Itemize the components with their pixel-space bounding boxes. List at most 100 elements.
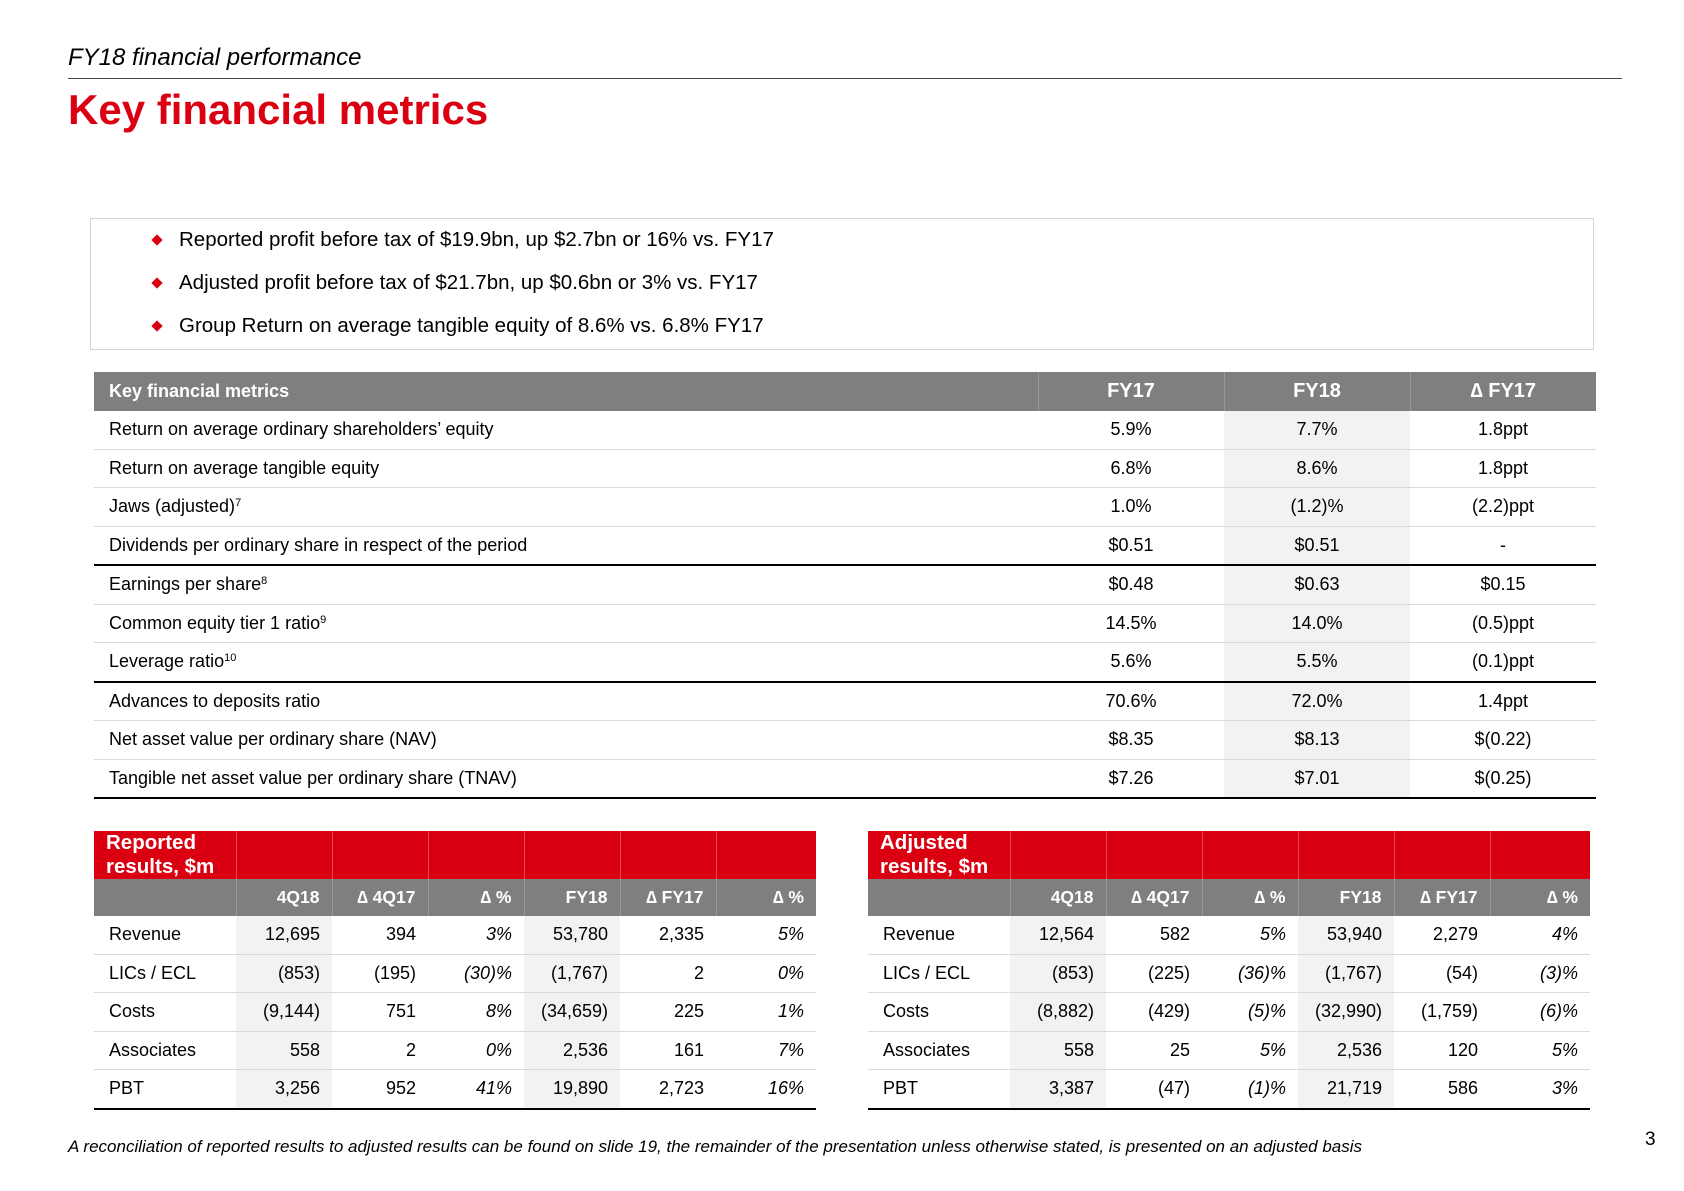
results-value: (225) [1106, 954, 1202, 993]
highlight-item: Adjusted profit before tax of $21.7bn, u… [151, 272, 1593, 315]
footnote-ref: 9 [320, 613, 327, 626]
results-column-header: ∆ % [1202, 879, 1299, 916]
highlight-item: Reported profit before tax of $19.9bn, u… [151, 229, 1593, 272]
metrics-row: Return on average tangible equity 6.8% 8.6… [94, 449, 1596, 488]
results-value: 3,256 [236, 1069, 332, 1110]
results-column-header: FY18 [524, 879, 621, 916]
results-value: 225 [620, 992, 716, 1032]
metric-label: Earnings per share [109, 574, 262, 595]
title-spacer-cell [332, 831, 429, 879]
metric-fy18-value: 72.0% [1224, 681, 1410, 721]
metrics-row: Earnings per share8 $0.48 $0.63 $0.15 [94, 565, 1596, 605]
metric-label-cell: Leverage ratio10 [94, 642, 1038, 683]
metric-delta-value: 1.8ppt [1410, 411, 1596, 450]
results-value: (54) [1394, 954, 1490, 993]
title-spacer-cell [1394, 831, 1491, 879]
metrics-header-fy17: FY17 [1038, 372, 1225, 411]
metrics-row: Jaws (adjusted)7 1.0% (1.2)% (2.2)ppt [94, 487, 1596, 527]
metric-label: Jaws (adjusted) [109, 496, 236, 517]
results-row-label: Associates [868, 1031, 1010, 1070]
diamond-bullet-icon [151, 277, 163, 289]
results-value: 0% [428, 1031, 524, 1070]
page-number: 3 [1645, 1129, 1656, 1150]
results-value: (9,144) [236, 992, 332, 1032]
metric-delta-value: $(0.22) [1410, 720, 1596, 760]
metric-delta-value: $(0.25) [1410, 759, 1596, 799]
results-row-label: Revenue [868, 916, 1010, 955]
title-spacer-cell [620, 831, 717, 879]
metric-fy18-value: $8.13 [1224, 720, 1410, 760]
metric-label: Common equity tier 1 ratio [109, 612, 321, 633]
footnote-ref: 8 [261, 575, 268, 588]
metric-label: Net asset value per ordinary share (NAV) [109, 729, 437, 750]
results-value: 5% [1202, 1031, 1298, 1070]
metrics-header-row: Key financial metrics FY17 FY18 ∆ FY17 [94, 372, 1596, 411]
title-spacer-cell [1202, 831, 1299, 879]
metric-fy18-value: 8.6% [1224, 449, 1410, 488]
metric-fy17-value: $7.26 [1038, 759, 1224, 799]
results-value: 3,387 [1010, 1069, 1106, 1110]
results-row: Revenue 12,564 582 5% 53,940 2,279 4% [868, 916, 1590, 955]
results-value: 53,940 [1298, 916, 1394, 955]
metric-label-cell: Dividends per ordinary share in respect … [94, 526, 1038, 566]
metric-delta-value: (0.1)ppt [1410, 642, 1596, 683]
results-column-header: ∆ FY17 [1394, 879, 1491, 916]
results-value: 586 [1394, 1069, 1490, 1110]
results-value: (1)% [1202, 1069, 1298, 1110]
highlight-text: Adjusted profit before tax of $21.7bn, u… [179, 271, 758, 294]
results-value: (853) [236, 954, 332, 993]
results-value: (34,659) [524, 992, 620, 1032]
results-value: 19,890 [524, 1069, 620, 1110]
diamond-bullet-icon [151, 320, 163, 332]
results-header-blank [94, 879, 237, 916]
results-row: Associates 558 25 5% 2,536 120 5% [868, 1031, 1590, 1070]
results-title: Reported results, $m [94, 831, 237, 879]
metric-fy18-value: 7.7% [1224, 411, 1410, 450]
metric-delta-value: - [1410, 526, 1596, 566]
metric-label: Dividends per ordinary share in respect … [109, 534, 528, 555]
adjusted-results-table: Adjusted results, $m 4Q18 ∆ 4Q17 ∆ % FY18 ∆ F… [868, 831, 1590, 1110]
title-spacer-cell [1106, 831, 1203, 879]
metric-fy18-value: (1.2)% [1224, 487, 1410, 527]
results-header-row: 4Q18 ∆ 4Q17 ∆ % FY18 ∆ FY17 ∆ % [868, 879, 1590, 916]
results-value: 16% [716, 1069, 816, 1110]
metrics-row: Leverage ratio10 5.6% 5.5% (0.1)ppt [94, 642, 1596, 683]
metric-label: Return on average tangible equity [109, 457, 380, 478]
metric-label: Return on average ordinary shareholders’… [109, 419, 494, 440]
metric-label-cell: Jaws (adjusted)7 [94, 487, 1038, 527]
results-column-header: FY18 [1298, 879, 1395, 916]
results-value: 8% [428, 992, 524, 1032]
results-value: 558 [1010, 1031, 1106, 1070]
results-row-label: LICs / ECL [94, 954, 236, 993]
diamond-bullet-icon [151, 234, 163, 246]
results-value: (30)% [428, 954, 524, 993]
metric-label-cell: Common equity tier 1 ratio9 [94, 604, 1038, 643]
title-spacer-cell [236, 831, 333, 879]
results-row: Costs (8,882) (429) (5)% (32,990) (1,759) (6)% [868, 992, 1590, 1032]
results-value: (6)% [1490, 992, 1590, 1032]
results-row-label: Costs [94, 992, 236, 1032]
metric-delta-value: (0.5)ppt [1410, 604, 1596, 643]
metrics-header-label: Key financial metrics [94, 372, 1039, 411]
results-value: 952 [332, 1069, 428, 1110]
results-row: LICs / ECL (853) (225) (36)% (1,767) (54) (3)% [868, 954, 1590, 993]
metric-fy17-value: 1.0% [1038, 487, 1224, 527]
results-column-header: 4Q18 [236, 879, 333, 916]
metric-fy17-value: $0.51 [1038, 526, 1224, 566]
metric-label-cell: Net asset value per ordinary share (NAV) [94, 720, 1038, 760]
results-value: 5% [716, 916, 816, 955]
results-value: 582 [1106, 916, 1202, 955]
results-column-header: ∆ % [716, 879, 816, 916]
results-row: LICs / ECL (853) (195) (30)% (1,767) 2 0% [94, 954, 816, 993]
results-row: Revenue 12,695 394 3% 53,780 2,335 5% [94, 916, 816, 955]
results-value: (3)% [1490, 954, 1590, 993]
metric-label-cell: Return on average tangible equity [94, 449, 1038, 488]
key-metrics-table: Key financial metrics FY17 FY18 ∆ FY17 R… [94, 372, 1596, 799]
title-spacer-cell [428, 831, 525, 879]
results-value: 2,723 [620, 1069, 716, 1110]
metric-fy18-value: 5.5% [1224, 642, 1410, 683]
results-value: 2,536 [1298, 1031, 1394, 1070]
results-row-label: PBT [868, 1069, 1010, 1110]
metric-delta-value: $0.15 [1410, 565, 1596, 605]
results-row: Costs (9,144) 751 8% (34,659) 225 1% [94, 992, 816, 1032]
